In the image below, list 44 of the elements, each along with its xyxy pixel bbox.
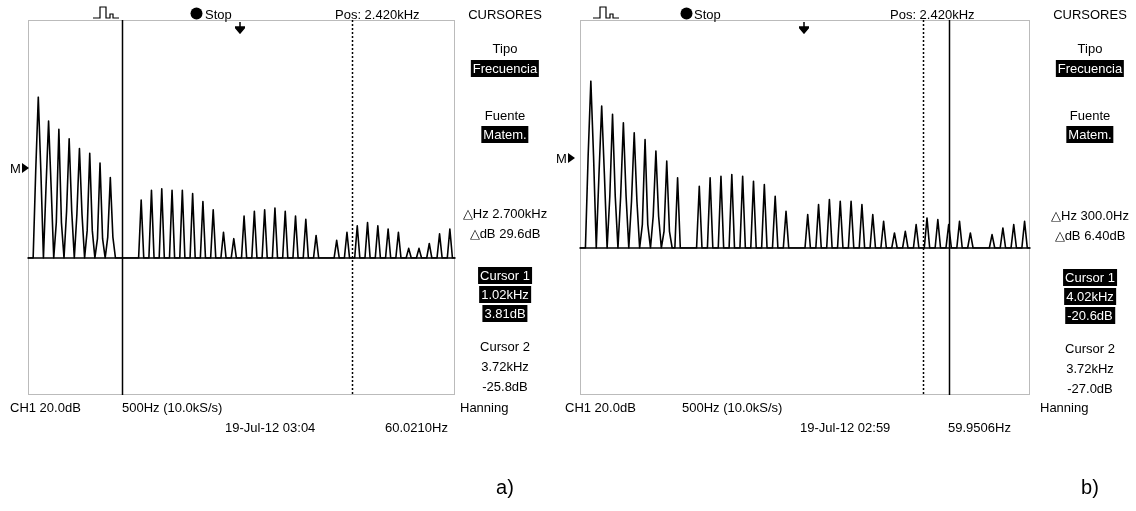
text: Pos: 2.420kHz — [335, 6, 420, 23]
text: Fuente — [484, 107, 526, 124]
text: CURSORES — [468, 6, 542, 23]
text: Cursor 2 — [1065, 340, 1115, 357]
text: Tipo — [492, 40, 518, 57]
text: -27.0dB — [1067, 380, 1113, 397]
text: Fuente — [1069, 107, 1111, 124]
text: Tipo — [1077, 40, 1103, 57]
text: b) — [1081, 476, 1099, 498]
text: 3.81dB — [482, 305, 528, 322]
text: 4.02kHz — [1064, 288, 1116, 305]
text: △dB 29.6dB — [469, 225, 541, 242]
text: 3.72kHz — [481, 358, 529, 375]
text: Cursor 2 — [480, 338, 530, 355]
text: Hanning — [1040, 399, 1089, 416]
text: a) — [496, 476, 514, 498]
text: 60.0210Hz — [385, 419, 448, 436]
text: Pos: 2.420kHz — [890, 6, 975, 23]
text: Cursor 1 — [1063, 269, 1117, 286]
text: Frecuencia — [1055, 60, 1125, 77]
text: CH1 20.0dB — [10, 399, 81, 416]
text: -20.6dB — [1065, 307, 1115, 324]
text: Stop — [205, 6, 232, 23]
text: Stop — [694, 6, 721, 23]
text: Matem. — [481, 126, 529, 143]
text: 3.72kHz — [1066, 360, 1114, 377]
text: 500Hz (10.0kS/s) — [682, 399, 783, 416]
text: △Hz 2.700kHz — [462, 205, 548, 222]
text: 1.02kHz — [479, 286, 531, 303]
text: Hanning — [460, 399, 509, 416]
text: Cursor 1 — [478, 267, 532, 284]
text: 19-Jul-12 02:59 — [800, 419, 891, 436]
text: 59.9506Hz — [948, 419, 1011, 436]
text: △dB 6.40dB — [1054, 227, 1126, 244]
text: 19-Jul-12 03:04 — [225, 419, 316, 436]
text: M — [10, 160, 21, 177]
text: CURSORES — [1053, 6, 1127, 23]
text: △Hz 300.0Hz — [1051, 207, 1129, 224]
text: CH1 20.0dB — [565, 399, 636, 416]
text: M — [556, 150, 567, 167]
text: Frecuencia — [470, 60, 540, 77]
text: -25.8dB — [482, 378, 528, 395]
text: 500Hz (10.0kS/s) — [122, 399, 223, 416]
text: Matem. — [1066, 126, 1114, 143]
